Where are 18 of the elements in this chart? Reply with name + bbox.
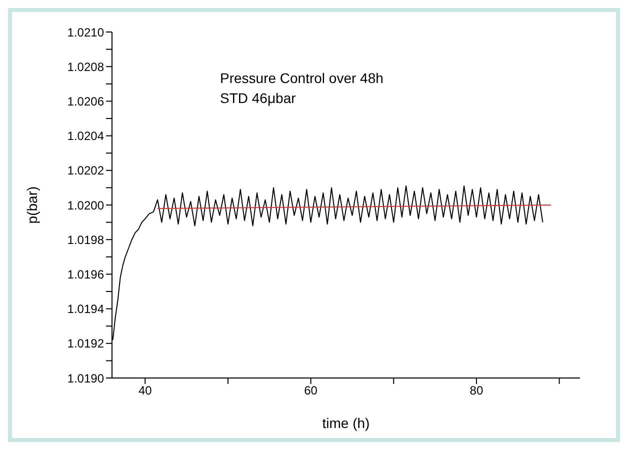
annotation: STD 46μbar	[220, 89, 297, 108]
y-tick-label: 1.0200	[67, 198, 104, 212]
x-axis-title: time (h)	[322, 414, 370, 431]
y-tick-label: 1.0196	[67, 267, 104, 282]
y-tick-label: 1.0190	[67, 371, 104, 386]
annotation: Pressure Control over 48h	[220, 69, 384, 88]
y-tick-label: 1.0210	[67, 25, 104, 40]
y-tick-label: 1.0194	[67, 302, 104, 316]
y-tick-label: 1.0202	[67, 164, 104, 178]
y-axis-title: p(bar)	[24, 186, 40, 224]
y-tick-label: 1.0198	[67, 232, 104, 247]
y-tick-label: 1.0206	[67, 94, 104, 108]
y-tick-label: 1.0204	[67, 129, 104, 144]
y-tick-label: 1.0192	[67, 336, 104, 351]
y-tick-label: 1.0208	[67, 60, 104, 74]
x-tick-label: 40	[138, 384, 152, 398]
x-tick-label: 80	[470, 384, 484, 398]
x-tick-label: 60	[304, 384, 318, 398]
